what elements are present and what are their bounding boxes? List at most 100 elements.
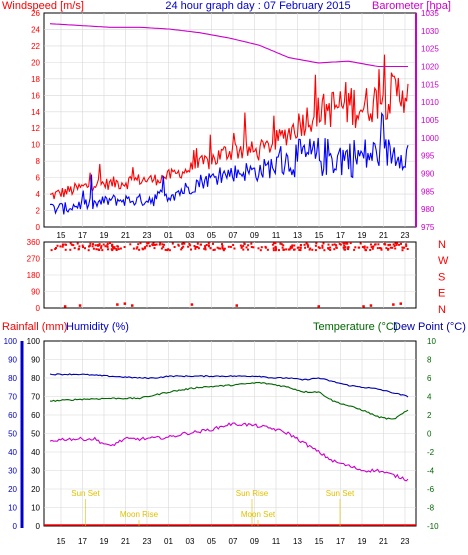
direction-point <box>213 248 216 251</box>
direction-point <box>227 245 230 248</box>
direction-point <box>204 245 207 248</box>
direction-point <box>146 242 149 245</box>
barometer-tick-label: 1010 <box>421 98 439 107</box>
direction-point <box>151 244 154 247</box>
humidity-tick-labels: 0 10 20 30 40 50 60 70 80 90 100 <box>27 337 41 531</box>
direction-point <box>304 246 307 249</box>
direction-point <box>321 246 324 249</box>
direction-point <box>207 244 210 247</box>
direction-point <box>311 248 314 251</box>
direction-point <box>293 244 296 247</box>
direction-point <box>81 244 84 247</box>
windspeed-tick-label: 0 <box>36 223 41 232</box>
x-tick-label: 09 <box>250 231 259 240</box>
x-tick-label: 17 <box>78 231 87 240</box>
direction-point-north <box>131 304 134 307</box>
barometer-tick-label: 990 <box>421 170 435 179</box>
direction-point <box>342 246 345 249</box>
direction-point <box>239 244 242 247</box>
rainfall-axis-label: Rainfall (mm) <box>2 321 67 333</box>
humidity-series-line <box>49 373 409 398</box>
direction-point <box>182 242 185 245</box>
temperature-tick-label: -10 <box>427 522 439 531</box>
direction-point <box>275 248 277 251</box>
direction-point <box>384 243 387 246</box>
direction-point <box>250 246 253 248</box>
barometer-tick-label: 1015 <box>421 80 439 89</box>
dewpoint-series-line <box>49 422 409 482</box>
direction-point <box>111 246 114 248</box>
direction-point <box>229 245 232 248</box>
humidity-tick-label: 30 <box>31 467 40 476</box>
direction-point <box>395 243 398 246</box>
humidity-tick-label: 40 <box>31 448 40 457</box>
direction-point <box>361 246 364 248</box>
direction-point <box>222 248 225 251</box>
direction-point-north <box>63 305 67 308</box>
direction-point <box>168 249 171 252</box>
barometer-tick-label: 1025 <box>421 45 439 54</box>
x-tick-label: 01 <box>164 231 173 240</box>
direction-point <box>314 249 317 252</box>
direction-point <box>272 249 275 252</box>
direction-point <box>204 246 207 249</box>
x-tick-label: 01 <box>164 537 173 546</box>
x-tick-label: 03 <box>186 537 195 546</box>
rainfall-tick-label: 30 <box>8 467 17 476</box>
x-tick-label: 05 <box>207 537 216 546</box>
x-tick-label: 07 <box>229 231 238 240</box>
barometer-tick-label: 980 <box>421 205 435 214</box>
direction-point <box>129 243 132 246</box>
direction-point <box>287 248 290 251</box>
direction-point <box>280 243 283 246</box>
windspeed-axis-label: Windspeed [m/s] <box>2 0 84 12</box>
direction-point <box>221 243 223 246</box>
humidity-axis-label: Humidity (%) <box>66 321 129 333</box>
direction-point <box>109 242 111 244</box>
direction-point <box>92 247 95 250</box>
direction-point <box>183 242 186 245</box>
astro-label: Moon Rise <box>120 510 159 519</box>
humidity-tick-label: 20 <box>31 485 40 494</box>
direction-point <box>101 249 104 252</box>
windspeed-tick-label: 12 <box>31 124 40 133</box>
direction-point <box>55 247 57 249</box>
direction-point <box>166 249 169 252</box>
x-tick-label: 21 <box>121 231 130 240</box>
direction-point <box>335 244 338 247</box>
direction-point <box>98 243 101 246</box>
x-tick-label: 19 <box>100 231 109 240</box>
direction-point <box>245 246 248 249</box>
rainfall-tick-label: 70 <box>8 393 17 402</box>
chart-title: 24 hour graph day : 07 February 2015 <box>165 0 350 12</box>
temperature-tick-label: -2 <box>427 448 435 457</box>
temperature-tick-label: 6 <box>427 374 432 383</box>
direction-point <box>339 243 342 246</box>
direction-tick-label: 0 <box>36 304 41 313</box>
direction-point <box>371 245 374 248</box>
direction-point <box>403 246 406 249</box>
temperature-tick-label: -6 <box>427 485 435 494</box>
direction-point <box>61 243 64 246</box>
direction-point <box>89 242 92 245</box>
humidity-tick-label: 60 <box>31 411 40 420</box>
direction-point <box>378 247 381 249</box>
direction-point-north <box>399 302 402 305</box>
direction-point <box>405 243 408 246</box>
direction-point <box>155 243 158 246</box>
temperature-series-line <box>49 381 409 420</box>
barometer-tick-label: 985 <box>421 187 435 196</box>
direction-point <box>344 246 347 249</box>
temp-hum-grid <box>44 341 416 526</box>
direction-point <box>369 249 372 251</box>
direction-point <box>394 242 397 245</box>
direction-point <box>189 244 192 247</box>
direction-point <box>406 248 409 250</box>
direction-point <box>309 247 312 250</box>
direction-point <box>315 242 318 245</box>
direction-point <box>247 244 250 247</box>
x-tick-label: 03 <box>186 231 195 240</box>
direction-point <box>76 242 79 245</box>
direction-point <box>153 247 156 250</box>
